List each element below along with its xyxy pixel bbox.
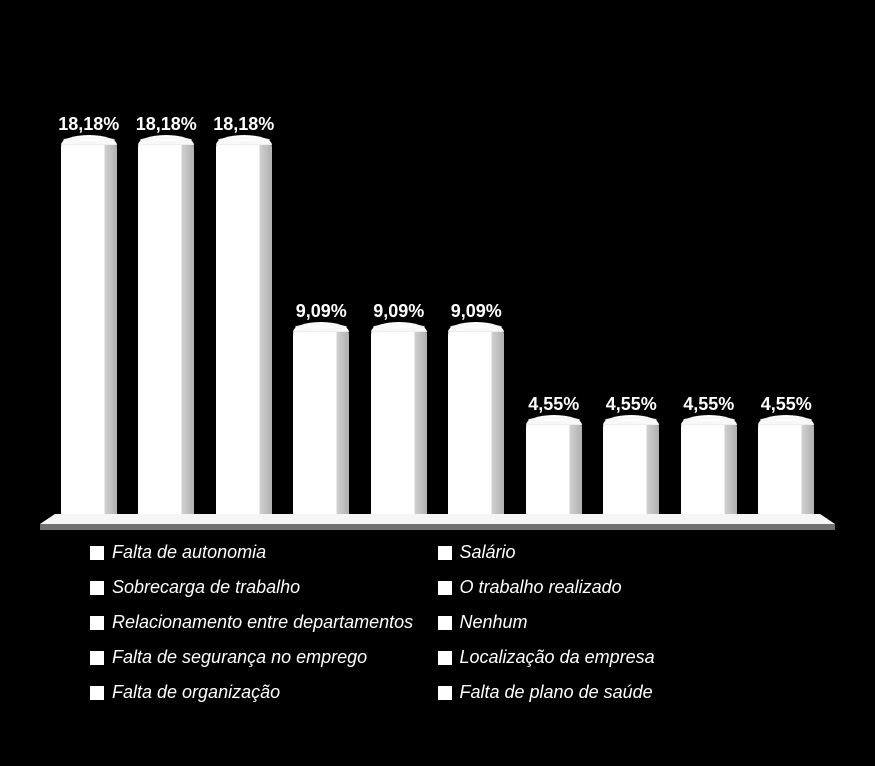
legend-label: Localização da empresa [460,647,655,668]
legend-marker-icon [438,546,452,560]
legend-row: Relacionamento entre departamentos Nenhu… [90,612,785,633]
legend-item: Falta de organização [90,682,438,703]
legend-item: O trabalho realizado [438,577,786,598]
bar-group: 4,55% [594,394,668,516]
bar-value-label: 18,18% [58,114,119,135]
legend-label: Nenhum [460,612,528,633]
legend-item: Falta de autonomia [90,542,438,563]
legend-item: Salário [438,542,786,563]
bar-value-label: 18,18% [213,114,274,135]
bar-group: 9,09% [284,301,358,516]
bar [603,423,659,516]
chart-area: 18,18% 18,18% 18,18% 9,09% 9,09% 9,09% [30,20,845,530]
legend-label: Falta de autonomia [112,542,266,563]
bars-wrapper: 18,18% 18,18% 18,18% 9,09% 9,09% 9,09% [30,76,845,516]
bar-group: 4,55% [672,394,746,516]
bar-group: 4,55% [749,394,823,516]
legend-marker-icon [438,581,452,595]
legend-label: O trabalho realizado [460,577,622,598]
bar [293,330,349,516]
legend: Falta de autonomia Salário Sobrecarga de… [30,542,845,703]
legend-item: Falta de plano de saúde [438,682,786,703]
legend-item: Falta de segurança no emprego [90,647,438,668]
legend-label: Sobrecarga de trabalho [112,577,300,598]
legend-label: Salário [460,542,516,563]
legend-label: Falta de segurança no emprego [112,647,367,668]
legend-marker-icon [438,686,452,700]
legend-item: Sobrecarga de trabalho [90,577,438,598]
bar [681,423,737,516]
bar-value-label: 18,18% [136,114,197,135]
legend-marker-icon [438,616,452,630]
chart-platform [40,514,835,530]
legend-row: Sobrecarga de trabalho O trabalho realiz… [90,577,785,598]
legend-label: Falta de organização [112,682,280,703]
legend-row: Falta de organização Falta de plano de s… [90,682,785,703]
bar [371,330,427,516]
bar-group: 18,18% [52,114,126,516]
legend-label: Relacionamento entre departamentos [112,612,413,633]
bar-value-label: 4,55% [683,394,734,415]
legend-marker-icon [438,651,452,665]
bar-group: 9,09% [439,301,513,516]
bar-group: 18,18% [129,114,203,516]
bar-value-label: 9,09% [451,301,502,322]
bar-value-label: 4,55% [528,394,579,415]
legend-marker-icon [90,651,104,665]
bar [526,423,582,516]
legend-row: Falta de autonomia Salário [90,542,785,563]
bar-value-label: 9,09% [296,301,347,322]
bar [448,330,504,516]
bar [758,423,814,516]
legend-marker-icon [90,581,104,595]
legend-item: Nenhum [438,612,786,633]
legend-label: Falta de plano de saúde [460,682,653,703]
legend-item: Relacionamento entre departamentos [90,612,438,633]
legend-row: Falta de segurança no emprego Localizaçã… [90,647,785,668]
bar [216,143,272,516]
bar-value-label: 9,09% [373,301,424,322]
bar-group: 18,18% [207,114,281,516]
bar-group: 9,09% [362,301,436,516]
bar-value-label: 4,55% [606,394,657,415]
legend-marker-icon [90,546,104,560]
legend-marker-icon [90,686,104,700]
legend-item: Localização da empresa [438,647,786,668]
bar-group: 4,55% [517,394,591,516]
bar [61,143,117,516]
bar [138,143,194,516]
bar-value-label: 4,55% [761,394,812,415]
legend-marker-icon [90,616,104,630]
chart-container: 18,18% 18,18% 18,18% 9,09% 9,09% 9,09% [0,0,875,766]
